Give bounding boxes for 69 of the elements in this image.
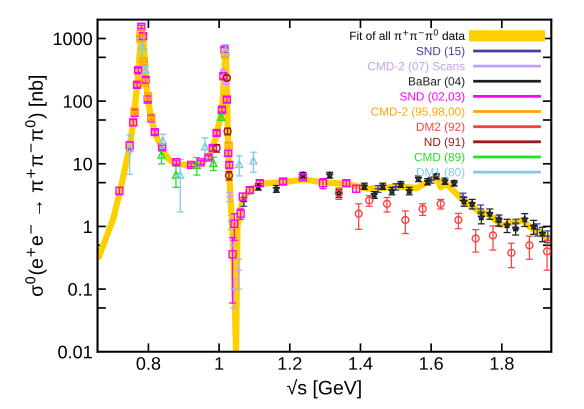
- x-tick-label: 1.2: [278, 357, 302, 370]
- point: [209, 158, 218, 168]
- point: [140, 57, 148, 66]
- point: [230, 220, 238, 228]
- point: [520, 215, 529, 223]
- point: [382, 200, 392, 208]
- text: CMD (89): [414, 152, 464, 164]
- text: ND (91): [424, 137, 464, 148]
- point: [354, 209, 363, 218]
- point: [157, 150, 166, 159]
- y-tick-label: 0.01: [58, 346, 92, 358]
- y-tick-label: 1000: [54, 32, 92, 46]
- y-tick-label: 100: [64, 95, 92, 108]
- text: CMD-2 (07) Scans: [368, 62, 465, 73]
- point: [530, 222, 538, 230]
- text: σ$^{0}$(e$^{+}$e$^{−}$ → π$^{+}$π$^{−}$π$^{0}$) [nb]: [25, 76, 47, 296]
- x-tick-label: 0.8: [136, 357, 160, 370]
- point: [436, 200, 445, 208]
- y-tick-label: 1: [84, 220, 92, 233]
- point: [192, 160, 201, 170]
- point: [454, 216, 463, 224]
- point: [227, 217, 236, 226]
- point: [138, 32, 148, 40]
- point: [234, 266, 243, 274]
- point: [136, 34, 144, 43]
- x-tick-label: 1.8: [490, 357, 514, 370]
- point: [144, 92, 152, 101]
- point: [230, 284, 238, 294]
- point: [544, 232, 552, 240]
- point: [525, 241, 534, 250]
- text: Fit of all π$^{+}$π$^{−}$π$^{0}$ data: [350, 29, 466, 40]
- point: [249, 156, 258, 165]
- point: [477, 213, 486, 221]
- text: BaBar (04): [409, 76, 464, 88]
- point: [542, 247, 552, 256]
- point: [136, 29, 145, 38]
- point: [176, 170, 184, 179]
- point: [126, 144, 134, 152]
- point: [236, 209, 245, 218]
- text: DM2 (92): [416, 122, 464, 134]
- point: [538, 229, 546, 238]
- point: [486, 209, 494, 218]
- point: [494, 216, 503, 224]
- point: [365, 196, 374, 205]
- point: [172, 170, 180, 179]
- x-axis-title: √s [GeV]: [287, 378, 361, 398]
- point: [401, 216, 410, 224]
- point: [507, 248, 516, 257]
- point: [200, 142, 210, 150]
- x-tick-label: 1.4: [349, 357, 372, 370]
- text: SND (15): [416, 46, 464, 58]
- point: [235, 160, 244, 168]
- point: [318, 179, 328, 188]
- text: CMD-2 (95,98,00): [371, 107, 464, 118]
- x-tick-label: 1: [215, 357, 224, 370]
- x-tick-label: 1.6: [420, 357, 443, 370]
- point: [532, 225, 542, 234]
- y-tick-label: 10: [74, 158, 92, 171]
- point: [472, 234, 480, 243]
- point: [503, 220, 512, 229]
- text: SND (02,03): [400, 92, 464, 103]
- point: [138, 42, 146, 50]
- point: [512, 224, 520, 232]
- y-tick-label: 0.1: [68, 283, 92, 296]
- point: [488, 231, 498, 240]
- point: [208, 144, 217, 152]
- text: DM1 (80): [416, 168, 464, 179]
- point: [418, 204, 427, 214]
- point: [158, 136, 168, 145]
